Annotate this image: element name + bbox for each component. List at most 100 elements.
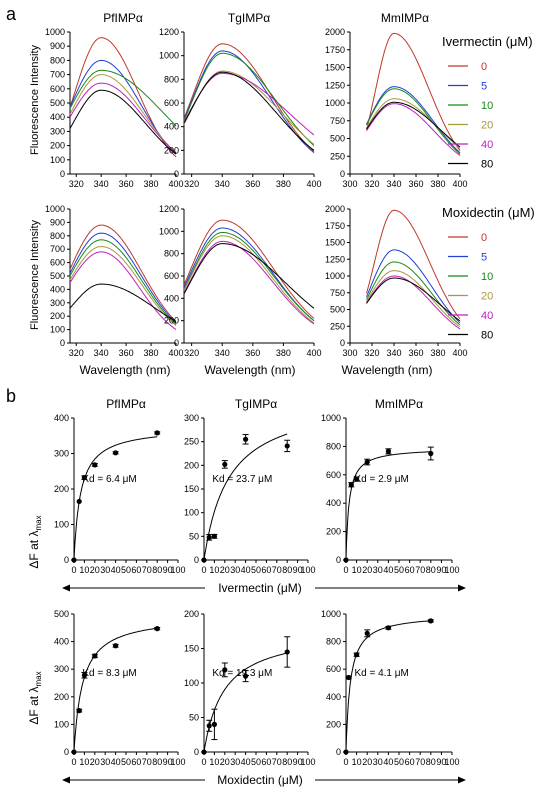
data-point [243,673,249,679]
data-point [348,482,354,488]
x-tick-label: 340 [386,348,401,358]
x-tick-label: 90 [436,565,446,575]
y-tick-label: 100 [184,678,199,688]
y-tick-label: 100 [50,325,65,335]
fit-curve [203,652,288,753]
series-line-40 [183,240,315,325]
chart-2: 0 200 400 600 800 1000 1200 320 340 360 380 400 TgIM… [159,11,322,189]
series-line-0 [183,219,315,319]
fit-curve [345,620,431,753]
data-point [81,475,87,481]
y-tick-label: 900 [50,41,65,51]
legend-entry: 80 [481,159,493,171]
x-tick-label: 90 [163,757,173,767]
x-tick-label: 70 [272,565,282,575]
x-tick-label: 90 [293,757,303,767]
x-tick-label: 90 [436,757,446,767]
y-tick-label: 300 [50,126,65,136]
y-tick-label: 250 [184,437,199,447]
y-tick-label: 400 [164,293,179,303]
data-point [154,430,160,436]
y-tick-label: 900 [50,217,65,227]
y-tick-label: 1250 [325,254,345,264]
series-line-40 [366,275,461,330]
y-tick-label: 250 [330,321,345,331]
y-tick-label: 1000 [321,413,341,423]
x-tick-label: 20 [362,565,372,575]
y-tick-label: 2000 [325,27,345,37]
y-tick-label: 400 [54,413,69,423]
series-line-10 [69,239,177,325]
y-tick-label: 300 [184,413,199,423]
series-line-10 [183,231,315,322]
y-tick-label: 500 [50,271,65,281]
x-tick-label: 0 [201,757,206,767]
legend-2: 0 5 10 20 40 80 [448,232,493,342]
y-tick-label: 600 [164,271,179,281]
y-tick-label: 200 [184,460,199,470]
y-tick-label: 500 [330,305,345,315]
x-tick-label: 400 [306,179,321,189]
series-line-10 [366,88,461,155]
x-tick-label: 80 [282,565,292,575]
data-point [364,459,370,465]
y-tick-label: 0 [340,338,345,348]
y-tick-label: 0 [336,747,341,757]
y-tick-label: 0 [60,338,65,348]
x-tick-label: 40 [383,757,393,767]
legend-area: 0 5 10 20 40 80 0 5 10 20 40 80 [448,61,493,342]
x-tick-label: 400 [306,348,321,358]
x-tick-label: 300 [342,179,357,189]
x-tick-label: 50 [121,757,131,767]
x-tick-label: 60 [131,565,141,575]
x-tick-label: 360 [119,348,134,358]
x-tick-label: 80 [426,757,436,767]
y-tick-label: 250 [330,151,345,161]
chart-title: PfIMPα [103,11,143,25]
y-tick-label: 400 [164,122,179,132]
series-line-80 [69,283,177,323]
y-tick-label: 400 [326,498,341,508]
x-tick-label: 0 [71,565,76,575]
x-tick-label: 320 [364,348,379,358]
y-tick-label: 400 [50,284,65,294]
y-tick-label: 300 [54,449,69,459]
x-tick-label: 40 [111,565,121,575]
spectra-xlabel-2: Wavelength (nm) [205,363,296,377]
y-tick-label: 300 [50,298,65,308]
y-tick-label: 200 [184,609,199,619]
x-tick-label: 360 [408,348,423,358]
y-tick-label: 150 [184,644,199,654]
y-tick-label: 1000 [45,27,65,37]
x-tick-label: 20 [90,757,100,767]
x-tick-label: 60 [405,565,415,575]
x-tick-label: 400 [168,179,183,189]
y-tick-label: 800 [164,249,179,259]
series-line-10 [69,69,177,127]
data-point [92,462,98,468]
series-line-20 [366,270,461,328]
x-tick-label: 320 [184,348,199,358]
x-tick-label: 0 [343,565,348,575]
data-point [284,649,290,655]
data-point [81,672,87,678]
spectra-ylabel-top: Fluorescence Intensity [29,44,41,155]
x-tick-label: 80 [152,565,162,575]
legend-entry: 40 [481,310,493,322]
kd-annotation: Kd = 6.4 μM [82,474,136,485]
fit-curve [73,436,158,561]
y-tick-label: 800 [50,55,65,65]
y-tick-label: 200 [164,145,179,155]
x-tick-label: 10 [79,757,89,767]
y-tick-label: 500 [50,98,65,108]
data-point [284,443,290,449]
data-point [354,652,360,658]
y-tick-label: 600 [326,664,341,674]
y-tick-label: 1250 [325,80,345,90]
x-tick-label: 340 [94,348,109,358]
x-tick-label: 70 [272,757,282,767]
data-point [222,667,228,673]
data-point [346,674,352,681]
legend-entry: 20 [481,291,493,303]
data-point [206,534,212,540]
